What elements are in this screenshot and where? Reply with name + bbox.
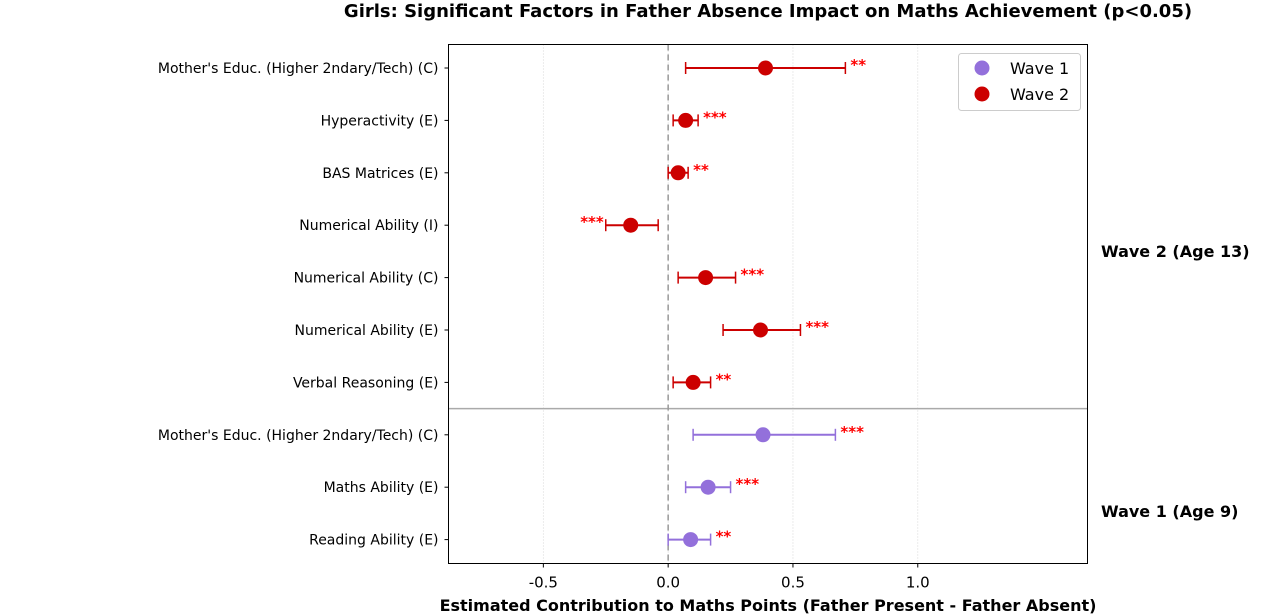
x-tick-label: 0.5 — [781, 574, 805, 592]
legend-marker-wave-1 — [974, 60, 990, 76]
legend-marker-wave-2 — [974, 86, 990, 102]
y-tick-label: Mother's Educ. (Higher 2ndary/Tech) (C) — [158, 428, 439, 444]
estimate-point — [755, 427, 771, 443]
legend: Wave 1 Wave 2 — [958, 53, 1081, 111]
x-tick-label: 0.0 — [656, 574, 680, 592]
significance-label: ** — [716, 370, 732, 388]
significance-label: ** — [693, 161, 709, 179]
estimate-point — [678, 112, 694, 128]
estimate-point — [670, 165, 686, 181]
plot-frame — [448, 44, 1088, 564]
grid-layer — [448, 44, 1088, 564]
significance-label: *** — [736, 475, 760, 493]
y-tick-label: Maths Ability (E) — [324, 480, 439, 496]
significance-label: *** — [840, 423, 864, 441]
significance-label: *** — [580, 213, 604, 231]
y-tick-label: Hyperactivity (E) — [321, 113, 439, 129]
marks-layer: ************************** — [580, 56, 866, 548]
x-axis-label: Estimated Contribution to Maths Points (… — [440, 596, 1097, 615]
estimate-point — [623, 217, 639, 233]
significance-label: *** — [703, 108, 727, 126]
estimate-point — [758, 60, 774, 76]
x-tick-label: -0.5 — [529, 574, 558, 592]
chart-title: Girls: Significant Factors in Father Abs… — [344, 1, 1192, 22]
axis-layer: -0.5 0.0 0.5 1.0 Mother's Educ. (Higher 2nda… — [158, 44, 930, 592]
y-tick-label: Numerical Ability (E) — [295, 323, 439, 339]
significance-label: *** — [805, 318, 829, 336]
estimate-point — [685, 374, 701, 390]
y-tick-label: Mother's Educ. (Higher 2ndary/Tech) (C) — [158, 61, 439, 77]
significance-label: ** — [850, 56, 866, 74]
x-tick-label: 1.0 — [906, 574, 930, 592]
group-label-wave-1: Wave 1 (Age 9) — [1101, 502, 1238, 521]
legend-label-wave-2: Wave 2 — [1010, 85, 1069, 104]
legend-label-wave-1: Wave 1 — [1010, 59, 1069, 78]
estimate-point — [753, 322, 769, 338]
y-tick-label: BAS Matrices (E) — [322, 166, 438, 182]
group-label-wave-2: Wave 2 (Age 13) — [1101, 242, 1250, 261]
y-tick-label: Numerical Ability (C) — [294, 271, 439, 287]
significance-label: *** — [741, 266, 765, 284]
estimate-point — [683, 532, 699, 548]
y-tick-label: Numerical Ability (I) — [299, 218, 438, 234]
estimate-point — [700, 479, 716, 495]
estimate-point — [698, 270, 714, 286]
significance-label: ** — [716, 528, 732, 546]
y-tick-label: Verbal Reasoning (E) — [293, 375, 439, 391]
y-tick-label: Reading Ability (E) — [309, 533, 438, 549]
